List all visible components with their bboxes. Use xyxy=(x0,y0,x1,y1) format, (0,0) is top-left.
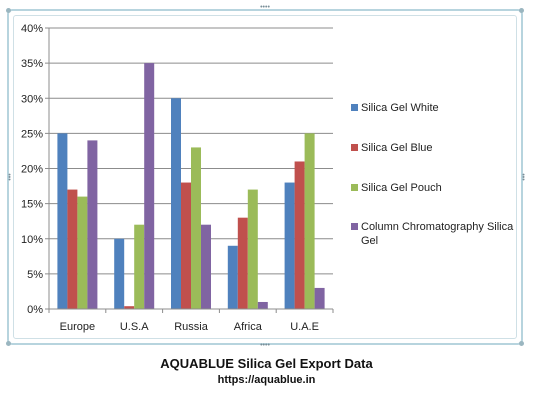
y-tick-label: 40% xyxy=(21,23,43,35)
x-tick-label: Africa xyxy=(234,321,263,333)
resize-handle-bottom-left[interactable] xyxy=(6,341,11,346)
legend-swatch xyxy=(351,223,358,230)
bar xyxy=(181,182,191,309)
y-tick-label: 10% xyxy=(21,234,43,246)
bar xyxy=(314,287,325,309)
legend-label: Silica Gel Blue xyxy=(361,142,433,154)
legend-label: Gel xyxy=(361,235,378,247)
bar xyxy=(304,133,315,309)
y-tick-label: 35% xyxy=(21,58,43,70)
resize-handle-top-left[interactable] xyxy=(6,8,11,13)
x-tick-label: Europe xyxy=(60,321,95,333)
bar xyxy=(171,98,181,309)
legend-label: Silica Gel White xyxy=(361,102,439,114)
bar xyxy=(57,133,68,309)
chart-inner-border xyxy=(13,15,517,339)
resize-handle-bottom[interactable]: •••• xyxy=(260,342,270,349)
bar xyxy=(227,245,238,309)
bar xyxy=(237,217,248,309)
bar xyxy=(284,182,295,309)
bar xyxy=(134,224,145,309)
y-tick-label: 20% xyxy=(21,164,43,176)
x-tick-label: Russia xyxy=(174,321,209,333)
legend-label: Silica Gel Pouch xyxy=(361,182,442,194)
bar xyxy=(191,147,201,309)
y-tick-label: 25% xyxy=(21,128,43,140)
y-tick-label: 0% xyxy=(27,304,43,316)
bar xyxy=(124,306,135,309)
y-tick-label: 5% xyxy=(27,269,43,281)
bar xyxy=(257,301,268,309)
bar xyxy=(144,63,155,309)
axes: 0% 5% 10% 15% 20% 25% 30% 35% 40% Europe U.S.A Russ… xyxy=(21,23,334,333)
resize-handle-top-right[interactable] xyxy=(519,8,524,13)
bar xyxy=(87,140,98,309)
bar xyxy=(294,161,305,309)
bar-chart: 0% 5% 10% 15% 20% 25% 30% 35% 40% Europe U.S.A Russ… xyxy=(21,23,514,333)
y-tick-label: 30% xyxy=(21,93,43,105)
bar xyxy=(67,189,78,309)
resize-handle-top[interactable]: •••• xyxy=(260,4,270,11)
legend-swatch xyxy=(351,104,358,111)
legend-swatch xyxy=(351,144,358,151)
resize-handle-right[interactable]: ••• xyxy=(519,173,526,181)
x-tick-label: U.A.E xyxy=(290,321,319,333)
bar xyxy=(114,238,125,309)
legend-swatch xyxy=(351,184,358,191)
bar xyxy=(247,189,258,309)
caption-title: AQUABLUE Silica Gel Export Data xyxy=(160,356,373,371)
resize-handle-bottom-right[interactable] xyxy=(519,341,524,346)
x-tick-label: U.S.A xyxy=(120,321,149,333)
legend-label: Column Chromatography Silica xyxy=(361,221,514,233)
caption-url: https://aquablue.in xyxy=(217,374,316,386)
resize-handle-left[interactable]: ••• xyxy=(5,173,12,181)
bars xyxy=(57,63,325,309)
legend: Silica Gel White Silica Gel Blue Silica Ge… xyxy=(351,102,514,247)
bar xyxy=(77,196,88,309)
y-tick-label: 15% xyxy=(21,199,43,211)
bar xyxy=(201,224,211,309)
